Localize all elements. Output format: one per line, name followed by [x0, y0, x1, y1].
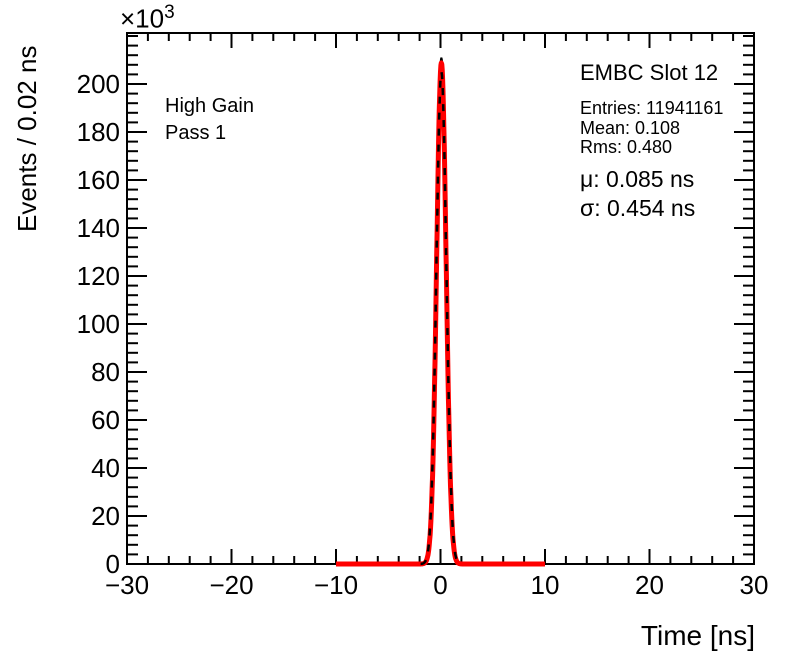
x-tick-label: −20 [209, 570, 254, 600]
y-tick-label: 180 [76, 117, 120, 147]
x-axis-title: Time [ns] [640, 620, 755, 651]
x-tick-label: 0 [433, 570, 448, 600]
x-tick-label: 10 [530, 570, 560, 600]
y-tick-label: 160 [76, 165, 120, 195]
y-tick-label: 120 [76, 261, 120, 291]
y-tick-label: 100 [76, 309, 120, 339]
y-tick-label: 40 [91, 453, 120, 483]
stat-mean: Mean: 0.108 [580, 118, 681, 138]
y-tick-label: 20 [91, 501, 120, 531]
gain-label: High Gain [165, 95, 254, 117]
y-tick-label: 200 [76, 69, 120, 99]
pass-label: Pass 1 [165, 122, 227, 144]
y-tick-label: 80 [91, 357, 120, 387]
y-axis-power-label: ×103 [120, 2, 175, 35]
x-tick-label: 20 [635, 570, 664, 600]
y-tick-label: 60 [91, 405, 120, 435]
x-tick-label: −10 [313, 570, 359, 600]
stat-rms: Rms: 0.480 [580, 137, 673, 157]
fit-sigma-value: σ: 0.454 ns [580, 195, 696, 221]
fit-mu-value: μ: 0.085 ns [580, 166, 695, 192]
stat-entries: Entries: 11941161 [580, 98, 724, 118]
power-mantissa: ×10 [120, 3, 165, 34]
x-tick-label: 30 [739, 570, 769, 600]
slot-label: EMBC Slot 12 [580, 60, 719, 85]
power-exponent: 3 [164, 2, 175, 23]
x-tick-label: −30 [104, 570, 150, 600]
y-tick-label: 140 [76, 213, 120, 243]
y-tick-label: 0 [105, 549, 120, 579]
